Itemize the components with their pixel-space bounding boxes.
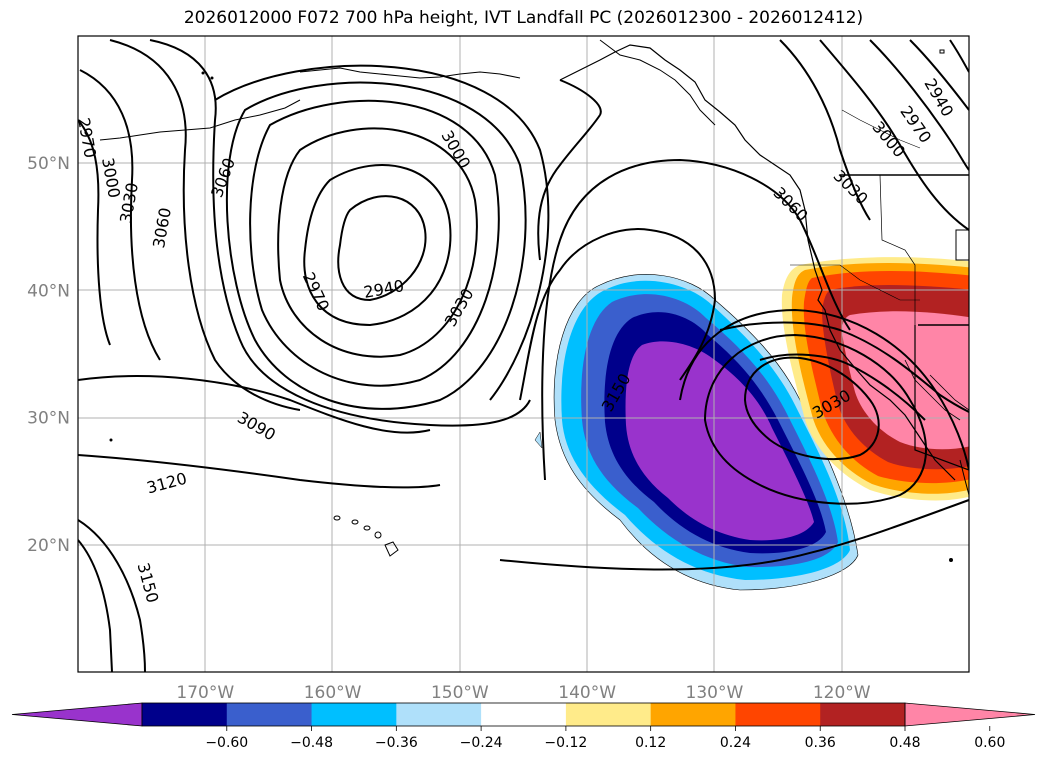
colorbar-segment bbox=[565, 703, 652, 726]
lon-label-160: 160°W bbox=[304, 683, 362, 703]
lat-label-20: 20°N bbox=[27, 536, 70, 556]
colorbar-segment bbox=[226, 703, 313, 726]
coastlines bbox=[99, 39, 969, 562]
colorbar-tick-label: 0.36 bbox=[805, 735, 836, 751]
colorbar-segment bbox=[142, 703, 228, 726]
lon-label-150: 150°W bbox=[431, 683, 489, 703]
colorbar-tick-label: −0.36 bbox=[375, 735, 418, 751]
contour-label: 2970 bbox=[299, 269, 333, 314]
lon-label-170: 170°W bbox=[176, 683, 234, 703]
colorbar: −0.60 −0.48 −0.36 −0.24 −0.12 0.12 0.24 0.36 0.4… bbox=[11, 702, 1036, 751]
contour-label: 3060 bbox=[149, 206, 175, 249]
map-frame bbox=[77, 35, 970, 673]
lon-label-140: 140°W bbox=[558, 683, 616, 703]
contour-label: 3090 bbox=[234, 408, 279, 445]
colorbar-segment bbox=[820, 703, 906, 726]
contour-label: 3030 bbox=[830, 166, 872, 208]
colorbar-tick-label: 0.48 bbox=[889, 735, 920, 751]
map-title: 2026012000 F072 700 hPa height, IVT Land… bbox=[183, 8, 864, 28]
gridlines bbox=[78, 36, 969, 672]
colorbar-tick-label: 0.12 bbox=[635, 735, 666, 751]
colorbar-extend-low bbox=[11, 702, 143, 727]
contour-label: 2940 bbox=[920, 75, 957, 120]
lon-label-120: 120°W bbox=[813, 683, 871, 703]
ivt-positive-shading bbox=[781, 257, 969, 501]
lat-label-50: 50°N bbox=[27, 154, 70, 174]
colorbar-segment bbox=[481, 703, 567, 726]
ivt-negative-shading bbox=[534, 274, 859, 591]
latitude-labels: 20°N 30°N 40°N 50°N bbox=[27, 154, 70, 556]
longitude-labels: 170°W 160°W 150°W 140°W 130°W 120°W bbox=[176, 683, 870, 703]
height-contours bbox=[78, 39, 969, 672]
contour-label: 3000 bbox=[868, 118, 909, 161]
colorbar-tick-label: −0.60 bbox=[205, 735, 248, 751]
colorbar-tick-label: −0.48 bbox=[290, 735, 333, 751]
colorbar-segment bbox=[735, 703, 821, 726]
lat-label-40: 40°N bbox=[27, 281, 70, 301]
lat-label-30: 30°N bbox=[27, 409, 70, 429]
contour-label: 3030 bbox=[441, 285, 478, 330]
colorbar-extend-high bbox=[904, 702, 1036, 727]
colorbar-segment bbox=[311, 703, 397, 726]
colorbar-frame bbox=[141, 702, 906, 727]
colorbar-tick-label: 0.24 bbox=[720, 735, 751, 751]
contour-label: 3120 bbox=[145, 469, 189, 498]
contour-label: 3150 bbox=[134, 561, 163, 605]
colorbar-tick-label: −0.24 bbox=[460, 735, 503, 751]
colorbar-segment bbox=[650, 703, 736, 726]
colorbar-tick-label: 0.60 bbox=[974, 735, 1005, 751]
colorbar-tick-label: −0.12 bbox=[544, 735, 587, 751]
colorbar-segment bbox=[396, 703, 482, 726]
lon-label-130: 130°W bbox=[686, 683, 744, 703]
contour-label: 2940 bbox=[362, 276, 405, 302]
contour-label: 3060 bbox=[207, 155, 239, 200]
